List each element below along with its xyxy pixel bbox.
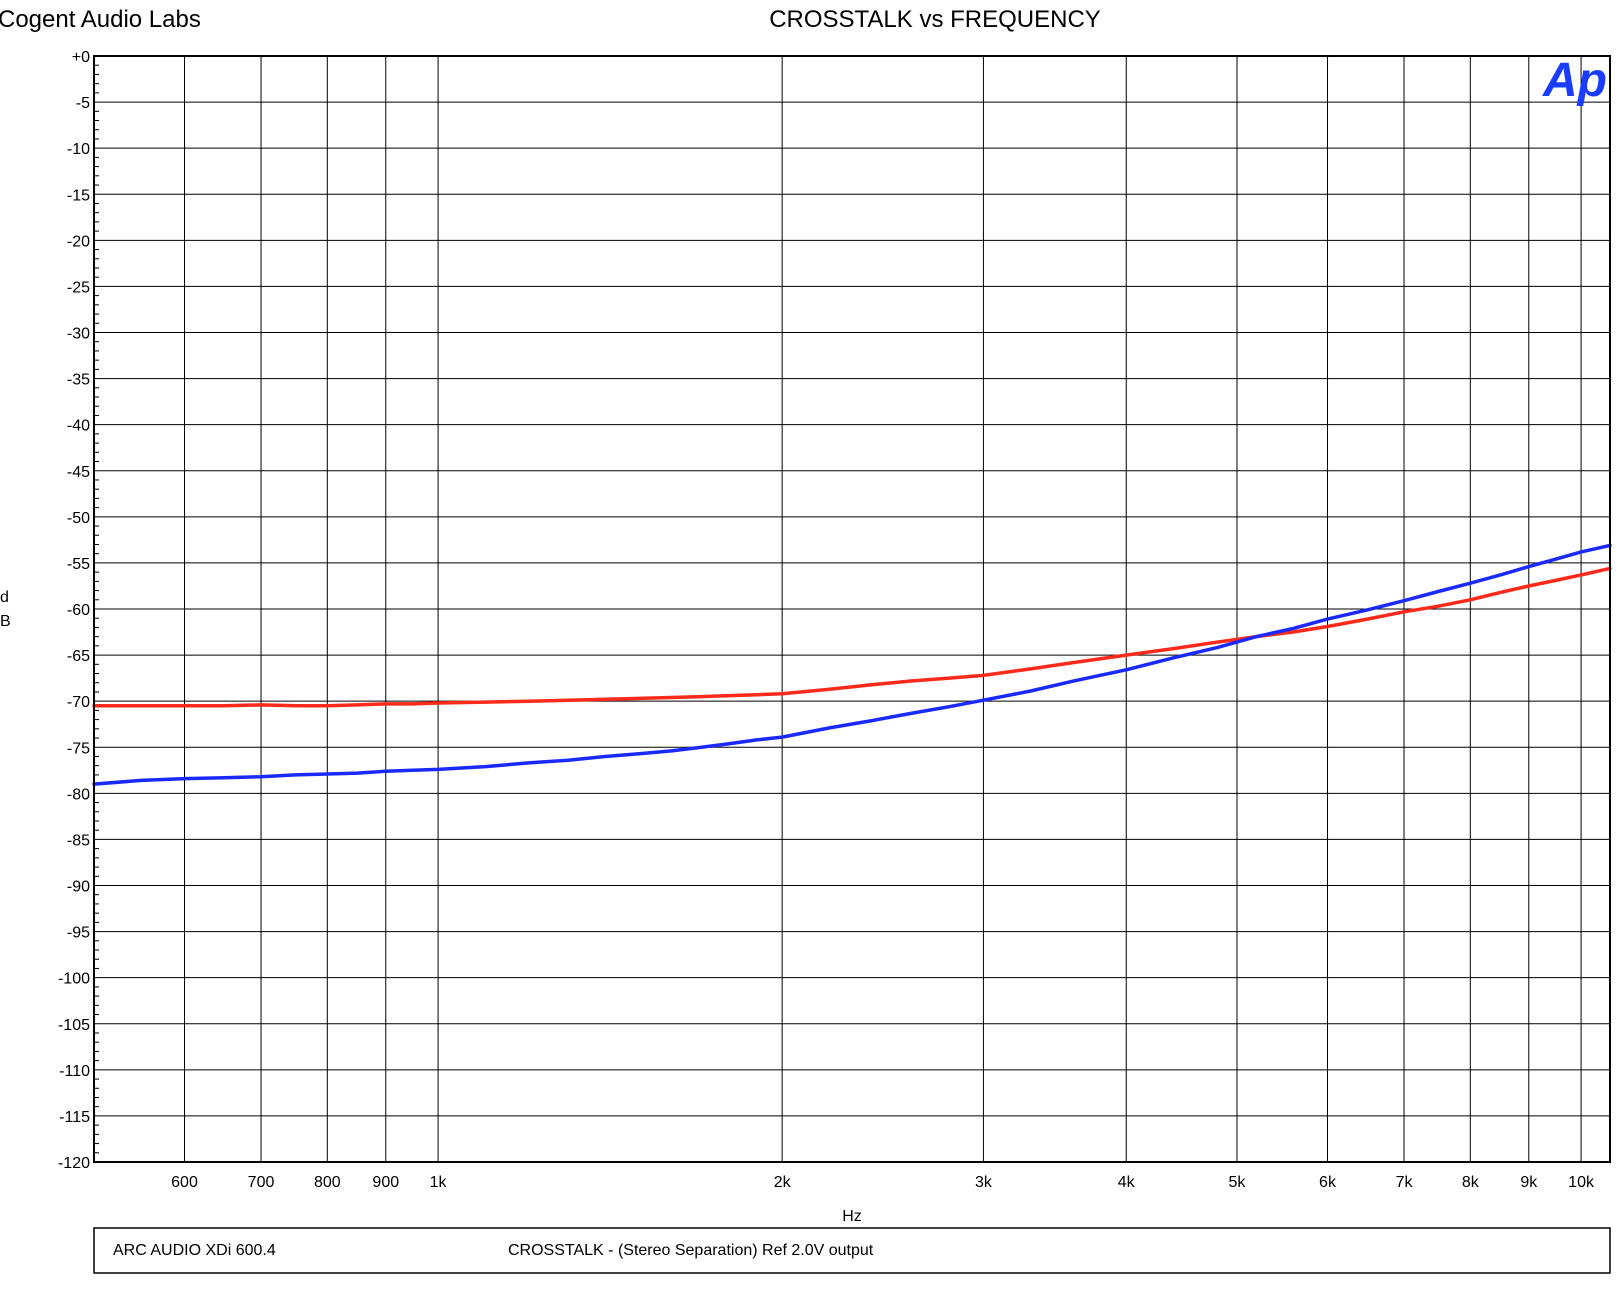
- x-tick-label: 5k: [1229, 1174, 1247, 1191]
- y-tick-label: -95: [67, 925, 90, 942]
- y-tick-label: -120: [58, 1155, 90, 1172]
- measurement-description: CROSSTALK - (Stereo Separation) Ref 2.0V…: [508, 1242, 874, 1259]
- y-tick-label: +0: [72, 49, 90, 66]
- x-tick-label: 6k: [1319, 1174, 1337, 1191]
- y-axis-label-line-2: B: [0, 613, 11, 630]
- series-line-2: [92, 543, 1612, 786]
- y-tick-label: -10: [67, 141, 90, 158]
- y-tick-label: -65: [67, 648, 90, 665]
- y-tick-label: -90: [67, 879, 90, 896]
- y-tick-label: -25: [67, 279, 90, 296]
- x-tick-label: 900: [372, 1174, 399, 1191]
- series-line-1: [92, 566, 1612, 708]
- grid-lines: [94, 55, 1610, 1163]
- x-tick-label: 4k: [1118, 1174, 1136, 1191]
- y-tick-label: -110: [59, 1063, 90, 1080]
- y-tick-label: -115: [59, 1109, 90, 1126]
- data-series: [92, 543, 1612, 786]
- y-tick-label: -15: [67, 187, 90, 204]
- ap-logo: Ap: [1542, 54, 1607, 107]
- x-tick-label: 3k: [975, 1174, 993, 1191]
- x-tick-label: 10k: [1568, 1174, 1595, 1191]
- y-tick-label: -30: [67, 326, 90, 343]
- y-tick-label: -50: [67, 510, 90, 527]
- x-tick-label: 600: [171, 1174, 198, 1191]
- y-tick-label: -75: [67, 740, 90, 757]
- y-tick-label: -5: [76, 95, 90, 112]
- x-tick-label: 8k: [1462, 1174, 1480, 1191]
- y-tick-label: -35: [67, 372, 90, 389]
- y-tick-label: -55: [67, 556, 90, 573]
- x-tick-label: 800: [314, 1174, 341, 1191]
- x-tick-label: 9k: [1520, 1174, 1538, 1191]
- y-tick-label: -70: [67, 694, 90, 711]
- x-tick-label: 1k: [430, 1174, 448, 1191]
- y-tick-label: -45: [67, 464, 90, 481]
- y-tick-label: -100: [58, 971, 90, 988]
- y-tick-label: -40: [67, 418, 90, 435]
- y-tick-labels: +0 -5 -10 -15 -20 -25 -30 -35 -40 -45 -50 -55 -60 -65…: [58, 49, 90, 1172]
- device-name: ARC AUDIO XDi 600.4: [113, 1242, 276, 1259]
- x-tick-labels: 600 700 800 900 1k 2k 3k 4k 5k 6k 7k 8k 9k 10k: [171, 1174, 1595, 1191]
- y-tick-label: -105: [58, 1017, 90, 1034]
- y-tick-label: -20: [67, 233, 90, 250]
- y-axis-label-line-1: d: [0, 589, 9, 606]
- y-tick-label: -80: [67, 786, 90, 803]
- x-tick-label: 7k: [1396, 1174, 1414, 1191]
- x-tick-label: 700: [248, 1174, 275, 1191]
- y-tick-label: -85: [67, 832, 90, 849]
- x-tick-label: 2k: [774, 1174, 792, 1191]
- chart-title: CROSSTALK vs FREQUENCY: [769, 6, 1101, 33]
- x-axis-label: Hz: [842, 1208, 862, 1225]
- company-name: Cogent Audio Labs: [0, 6, 201, 33]
- y-tick-label: -60: [67, 602, 90, 619]
- plot-frame: [93, 55, 1611, 1163]
- info-box: [93, 1227, 1611, 1274]
